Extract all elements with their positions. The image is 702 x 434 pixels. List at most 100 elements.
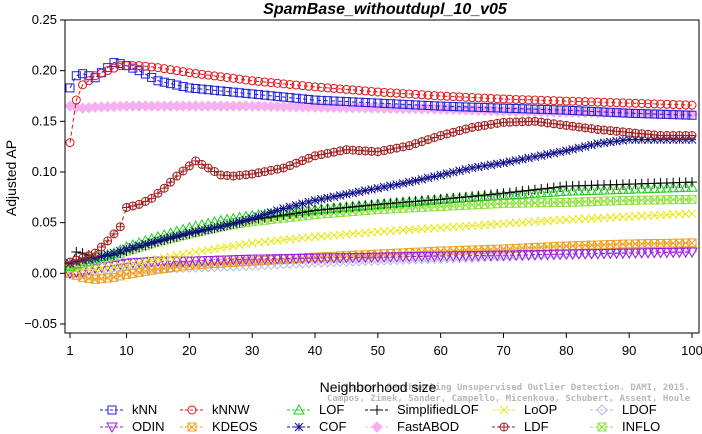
data-point-odin [221, 255, 233, 266]
legend-marker-kdeos [187, 422, 197, 432]
legend-item-ldof: LDOF [590, 402, 657, 417]
data-point-odin [265, 254, 277, 265]
data-point-knn [360, 97, 370, 107]
data-point-odin [328, 253, 340, 264]
data-point-simplifiedlof [548, 182, 559, 193]
legend-marker-lof [293, 403, 305, 415]
data-point-knn [467, 102, 477, 112]
data-point-lof [573, 184, 585, 196]
data-point-odin [654, 248, 667, 259]
data-point-knn [354, 97, 364, 107]
x-tick-label: 50 [371, 343, 385, 358]
data-point-ldf [90, 248, 100, 258]
data-point-knn [637, 109, 647, 119]
data-point-odin [579, 249, 592, 260]
data-point-knnw [429, 91, 439, 101]
data-point-lof [491, 189, 504, 201]
data-point-odin [384, 252, 397, 263]
data-point-lof [516, 188, 529, 199]
data-point-cof [272, 206, 282, 215]
data-point-knn [385, 99, 395, 109]
data-point-knnw [122, 61, 132, 71]
data-point-knnw [492, 94, 502, 104]
data-point-knn [272, 91, 282, 101]
data-point-knnw [172, 66, 182, 76]
data-point-odin [422, 251, 434, 263]
data-point-knn [128, 63, 138, 73]
data-point-knn [423, 101, 433, 111]
data-point-knnw [297, 81, 307, 91]
data-point-odin [673, 247, 686, 259]
data-point-knnw [542, 95, 552, 105]
data-point-knnw [618, 98, 628, 108]
data-point-simplifiedlof [555, 181, 566, 192]
data-point-knn [398, 99, 408, 109]
data-point-lof [547, 186, 560, 197]
data-point-simplifiedlof [448, 193, 459, 204]
data-point-kdeos [687, 238, 697, 248]
data-point-odin [170, 256, 183, 268]
x-tick-label: 60 [433, 343, 447, 358]
data-point-knn [505, 103, 515, 113]
legend-label: LDF [524, 419, 549, 434]
data-point-cof [316, 194, 326, 204]
data-point-knn [662, 109, 672, 119]
data-point-knn [511, 104, 521, 114]
data-point-knn [379, 98, 389, 108]
data-point-cof [511, 156, 521, 165]
data-point-knn [222, 87, 232, 97]
data-point-knn [266, 91, 276, 101]
data-point-odin [642, 248, 654, 259]
x-tick-label: 30 [245, 343, 259, 358]
data-point-cof [480, 161, 490, 171]
data-point-cof [203, 224, 213, 234]
data-point-knn [461, 102, 471, 112]
data-point-knn [285, 93, 295, 103]
axes: 1 10 20 30 40 50 60 70 80 90 100 −0.05 0.00 0.05 0.10 0… [24, 12, 702, 358]
data-point-knn [517, 104, 527, 114]
plot-area [64, 58, 698, 284]
data-point-cof [103, 250, 113, 260]
data-point-knn [166, 79, 176, 89]
data-point-knn [335, 96, 345, 106]
data-point-cof [298, 199, 307, 208]
data-point-knnw [442, 91, 452, 101]
data-point-knn [580, 106, 590, 116]
data-point-knnw [630, 98, 640, 108]
data-point-knn [65, 83, 75, 93]
data-point-odin [566, 249, 579, 261]
data-point-cof [216, 222, 226, 232]
legend-item-fastabod: FastABOD [365, 419, 459, 434]
data-point-odin [459, 251, 472, 262]
data-point-odin [472, 250, 485, 262]
data-point-knn [228, 87, 238, 97]
plot-frame [64, 19, 700, 334]
data-point-cof [386, 181, 395, 191]
data-point-knnw [253, 76, 263, 86]
y-tick-label: 0.15 [32, 113, 57, 128]
data-point-cof [505, 157, 515, 167]
data-point-knnw [304, 81, 314, 91]
data-point-simplifiedlof [460, 191, 471, 202]
data-point-lof [591, 184, 604, 195]
data-point-knn [159, 77, 169, 87]
data-point-knn [103, 63, 113, 73]
data-point-simplifiedlof [511, 186, 522, 197]
data-point-knn [197, 84, 207, 94]
y-tick-label: −0.05 [24, 316, 57, 331]
data-point-cof [398, 178, 408, 188]
x-tick-label: 1 [66, 343, 73, 358]
data-point-cof [335, 191, 345, 200]
data-point-odin [227, 255, 240, 266]
data-point-cof [580, 142, 590, 151]
data-point-knn [411, 100, 421, 110]
data-point-knnw [593, 97, 603, 107]
data-point-cof [122, 244, 131, 254]
data-point-ldf [147, 193, 157, 203]
data-point-odin [133, 257, 145, 269]
data-point-knn [486, 103, 496, 113]
data-point-lof [522, 187, 535, 199]
data-point-cof [166, 233, 175, 243]
data-point-knnw [417, 90, 427, 100]
data-point-lof [648, 182, 661, 193]
